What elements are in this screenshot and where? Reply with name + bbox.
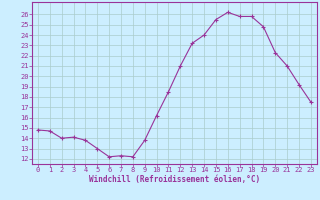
X-axis label: Windchill (Refroidissement éolien,°C): Windchill (Refroidissement éolien,°C) (89, 175, 260, 184)
